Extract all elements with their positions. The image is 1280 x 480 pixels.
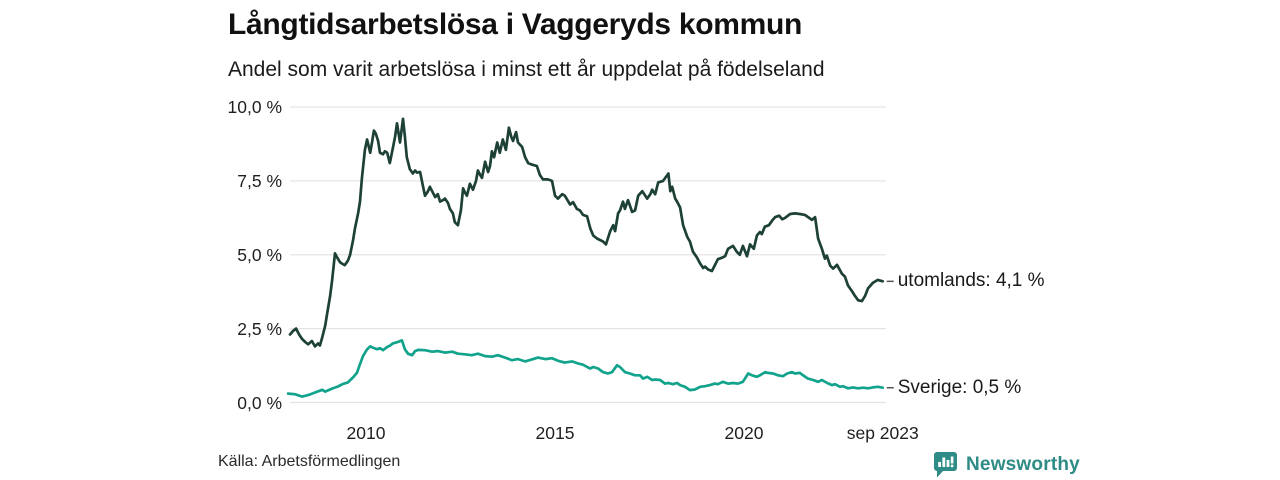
- y-tick-label: 5,0 %: [237, 244, 282, 265]
- source-note: Källa: Arbetsförmedlingen: [218, 453, 401, 470]
- y-tick-label: 7,5 %: [237, 170, 282, 191]
- y-tick-label: 2,5 %: [237, 318, 282, 339]
- exclamation-dot: [950, 464, 954, 468]
- x-tick-label: 2020: [724, 423, 764, 443]
- y-tick-label: 10,0 %: [227, 97, 282, 117]
- y-tick-label: 0,0 %: [237, 392, 282, 413]
- x-tick-label: 2015: [535, 423, 575, 443]
- exclamation-bar: [950, 456, 954, 464]
- bar-tall: [942, 457, 946, 467]
- brand-name: Newsworthy: [966, 453, 1080, 475]
- x-tick-label: 2010: [346, 423, 386, 443]
- bar-mid: [946, 460, 950, 467]
- brand-lockup: Newsworthy: [933, 451, 1080, 478]
- newsworthy-chart-bubble-icon: [934, 452, 957, 478]
- chart-subtitle: Andel som varit arbetslösa i minst ett å…: [228, 58, 825, 81]
- series-line-sverige: [286, 339, 885, 398]
- series-end-label-utomlands: utomlands: 4,1 %: [897, 270, 1045, 292]
- series-end-label-sverige: Sverige: 0,5 %: [897, 376, 1022, 398]
- x-tick-label: sep 2023: [846, 423, 919, 443]
- chart-title: Långtidsarbetslösa i Vaggeryds kommun: [228, 8, 803, 41]
- bar-short: [938, 462, 941, 467]
- series-line-utomlands: [288, 117, 885, 348]
